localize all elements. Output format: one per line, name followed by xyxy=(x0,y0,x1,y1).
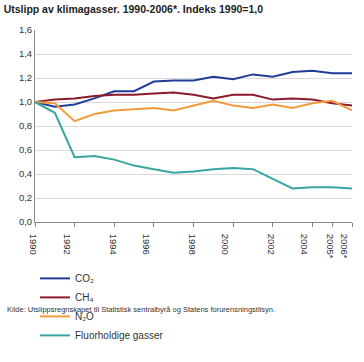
svg-text:2000: 2000 xyxy=(220,234,231,255)
svg-text:2006*: 2006* xyxy=(339,234,350,259)
svg-text:1,0: 1,0 xyxy=(19,96,32,107)
svg-text:Kilde: Utslippsregnskapet til: Kilde: Utslippsregnskapet til Statistisk… xyxy=(7,305,275,314)
svg-text:1,2: 1,2 xyxy=(19,72,32,83)
svg-text:1,6: 1,6 xyxy=(19,24,32,35)
svg-text:0,2: 0,2 xyxy=(19,192,32,203)
svg-text:1998: 1998 xyxy=(187,234,198,255)
svg-text:1,4: 1,4 xyxy=(19,48,32,59)
svg-text:Utslipp av klimagasser. 1990-2: Utslipp av klimagasser. 1990-2006*. Inde… xyxy=(4,3,264,15)
svg-text:0,4: 0,4 xyxy=(19,168,32,179)
svg-text:0,8: 0,8 xyxy=(19,120,32,131)
svg-text:0,6: 0,6 xyxy=(19,144,32,155)
svg-text:1994: 1994 xyxy=(108,234,119,255)
svg-text:2002: 2002 xyxy=(266,234,277,255)
svg-text:CH₄: CH₄ xyxy=(75,292,94,303)
svg-text:Fluorholdige gasser: Fluorholdige gasser xyxy=(75,330,163,341)
svg-text:2005*: 2005* xyxy=(325,234,336,259)
svg-text:1996: 1996 xyxy=(141,234,152,255)
svg-text:2004: 2004 xyxy=(299,234,310,255)
svg-text:0,0: 0,0 xyxy=(19,216,32,227)
svg-text:N₂O: N₂O xyxy=(75,311,94,322)
svg-text:1992: 1992 xyxy=(62,234,73,255)
svg-text:1990: 1990 xyxy=(28,234,39,255)
svg-text:CO₂: CO₂ xyxy=(75,273,94,284)
